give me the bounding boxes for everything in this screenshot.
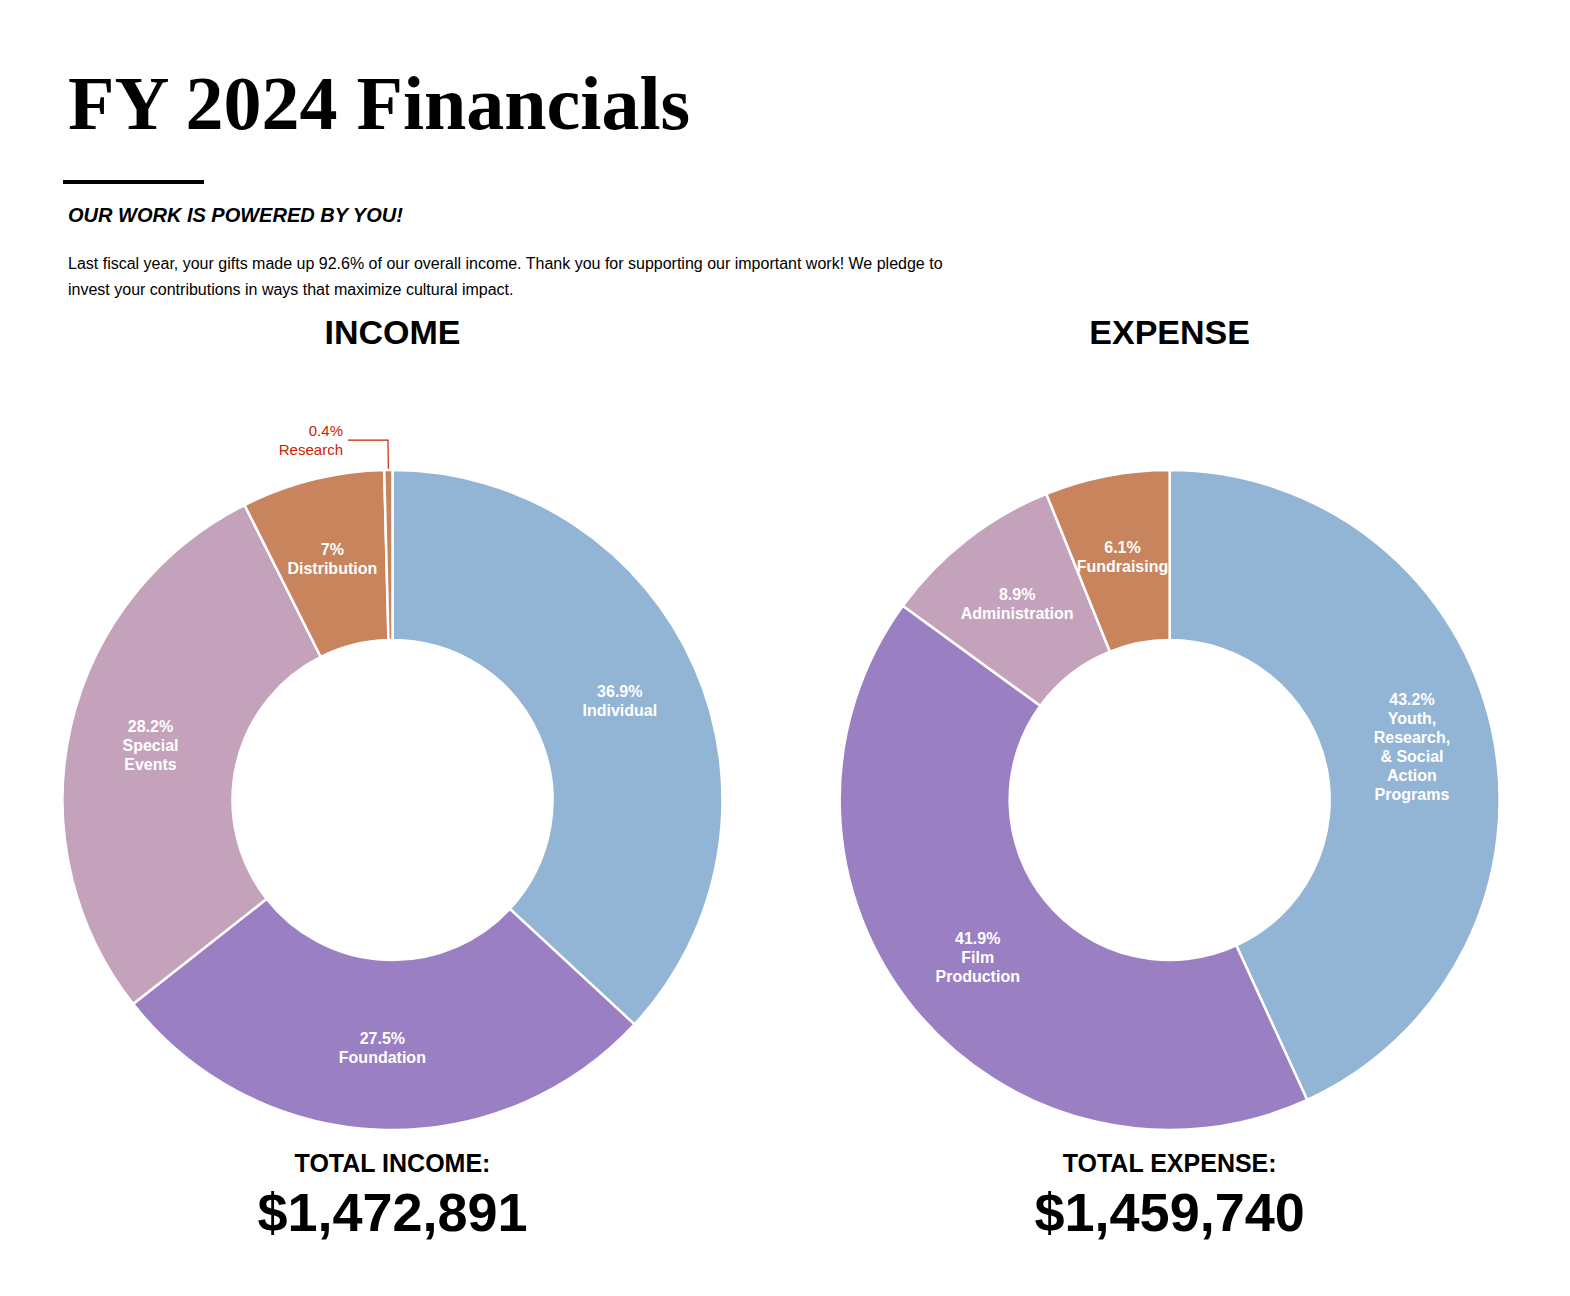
svg-text:Administration: Administration [961, 605, 1074, 622]
svg-text:Foundation: Foundation [339, 1049, 426, 1066]
svg-text:Fundraising: Fundraising [1077, 558, 1169, 575]
svg-text:OUR WORK IS POWERED BY YOU!: OUR WORK IS POWERED BY YOU! [68, 204, 403, 226]
svg-text:Events: Events [124, 756, 177, 773]
svg-text:Youth,: Youth, [1388, 710, 1437, 727]
svg-text:Distribution: Distribution [287, 560, 377, 577]
svg-text:8.9%: 8.9% [999, 586, 1035, 603]
svg-text:Special: Special [122, 737, 178, 754]
svg-text:7%: 7% [321, 541, 344, 558]
svg-text:Film: Film [961, 949, 994, 966]
svg-text:6.1%: 6.1% [1104, 539, 1140, 556]
svg-text:36.9%: 36.9% [597, 683, 642, 700]
svg-text:Individual: Individual [582, 702, 657, 719]
svg-text:INCOME: INCOME [325, 313, 461, 351]
svg-text:$1,459,740: $1,459,740 [1035, 1182, 1305, 1242]
svg-text:Production: Production [935, 968, 1019, 985]
svg-text:27.5%: 27.5% [360, 1030, 405, 1047]
svg-text:41.9%: 41.9% [955, 930, 1000, 947]
svg-text:& Social: & Social [1380, 748, 1443, 765]
svg-text:$1,472,891: $1,472,891 [257, 1182, 527, 1242]
svg-text:0.4%: 0.4% [309, 422, 343, 439]
svg-text:Research,: Research, [1374, 729, 1451, 746]
svg-text:Action: Action [1387, 767, 1437, 784]
svg-text:Programs: Programs [1375, 786, 1450, 803]
svg-text:TOTAL INCOME:: TOTAL INCOME: [295, 1149, 491, 1177]
svg-text:EXPENSE: EXPENSE [1089, 313, 1250, 351]
svg-text:FY 2024 Financials: FY 2024 Financials [68, 61, 690, 145]
svg-text:43.2%: 43.2% [1389, 691, 1434, 708]
svg-text:Research: Research [279, 441, 343, 458]
svg-text:invest your contributions in w: invest your contributions in ways that m… [68, 281, 514, 298]
svg-text:TOTAL EXPENSE:: TOTAL EXPENSE: [1063, 1149, 1277, 1177]
svg-text:Last fiscal year, your gifts m: Last fiscal year, your gifts made up 92.… [68, 255, 943, 272]
svg-text:28.2%: 28.2% [128, 718, 173, 735]
